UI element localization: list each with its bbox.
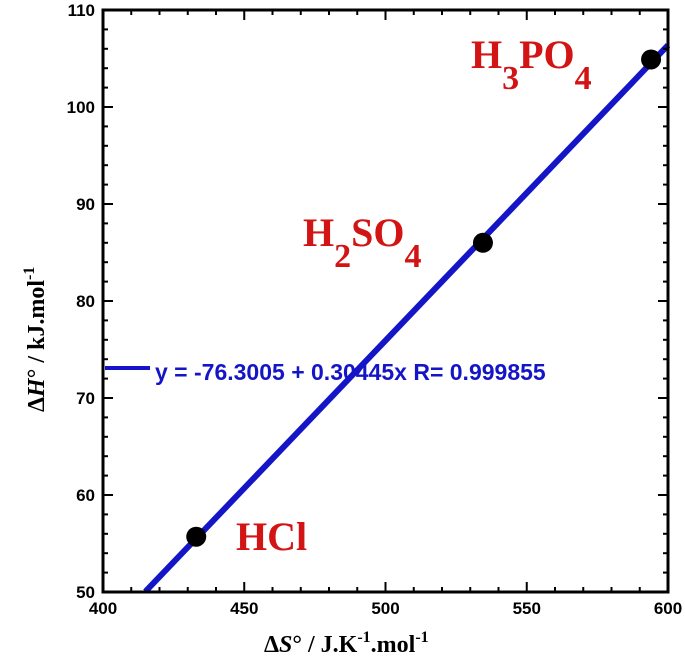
data-point: [641, 49, 662, 70]
axis-ticks: [102, 9, 669, 593]
y-axis-label: ΔH° / kJ.mol-1: [21, 267, 50, 412]
point-label-h3po4-h: H: [471, 32, 502, 77]
point-label-h2so4-sub1: 2: [334, 238, 351, 275]
point-label-h2so4-sub2: 4: [404, 238, 421, 275]
y-tick-label: 60: [76, 486, 95, 505]
data-point: [186, 526, 207, 547]
x-axis-label-exp1: -1: [357, 629, 370, 646]
x-axis-label-mid: .mol: [371, 632, 416, 658]
data-points: [186, 49, 662, 547]
point-label-h2so4-h: H: [303, 210, 334, 255]
y-tick-label: 70: [76, 389, 95, 408]
point-label-h3po4-sub2: 4: [575, 60, 592, 97]
x-axis-label-symbol: S: [279, 632, 292, 658]
y-tick-label: 90: [76, 195, 95, 214]
plot-frame: [101, 8, 670, 594]
fit-line: [143, 43, 671, 594]
data-point: [472, 232, 493, 253]
y-axis-label-rest: ° / kJ.mol: [24, 280, 50, 379]
y-tick-label: 110: [68, 1, 95, 20]
y-axis-label-symbol: H: [24, 377, 50, 398]
x-tick-label: 600: [654, 599, 682, 618]
x-tick-label: 400: [89, 599, 117, 618]
y-tick-label: 100: [67, 98, 95, 117]
x-tick-label: 450: [230, 599, 258, 618]
x-tick-label: 550: [513, 599, 541, 618]
tick-labels: 400 450 500 550 600 50 60 70 80 90 100 110: [67, 1, 683, 618]
x-axis-label-rest: ° / J.K: [292, 632, 357, 658]
point-label-h3po4-sub1: 3: [502, 60, 519, 97]
point-label-hcl-text: HCl: [236, 514, 307, 559]
x-axis-label-exp2: -1: [415, 629, 428, 646]
x-axis-label: ΔS° / J.K-1.mol-1: [264, 629, 429, 658]
y-tick-label: 50: [76, 583, 95, 602]
y-axis-label-delta: Δ: [24, 397, 50, 412]
point-label-h3po4-po: PO: [519, 32, 575, 77]
y-axis-label-exp: -1: [21, 267, 38, 280]
x-axis-label-delta: Δ: [264, 632, 279, 658]
fit-legend-text: y = -76.3005 + 0.30445x R= 0.999855: [155, 359, 546, 385]
point-label-hcl: HCl: [236, 514, 307, 559]
point-label-h2so4-so: SO: [351, 210, 404, 255]
point-label-h3po4: H3PO4: [471, 32, 592, 97]
x-tick-label: 500: [371, 599, 399, 618]
point-label-h2so4: H2SO4: [303, 210, 421, 275]
y-tick-label: 80: [76, 292, 95, 311]
